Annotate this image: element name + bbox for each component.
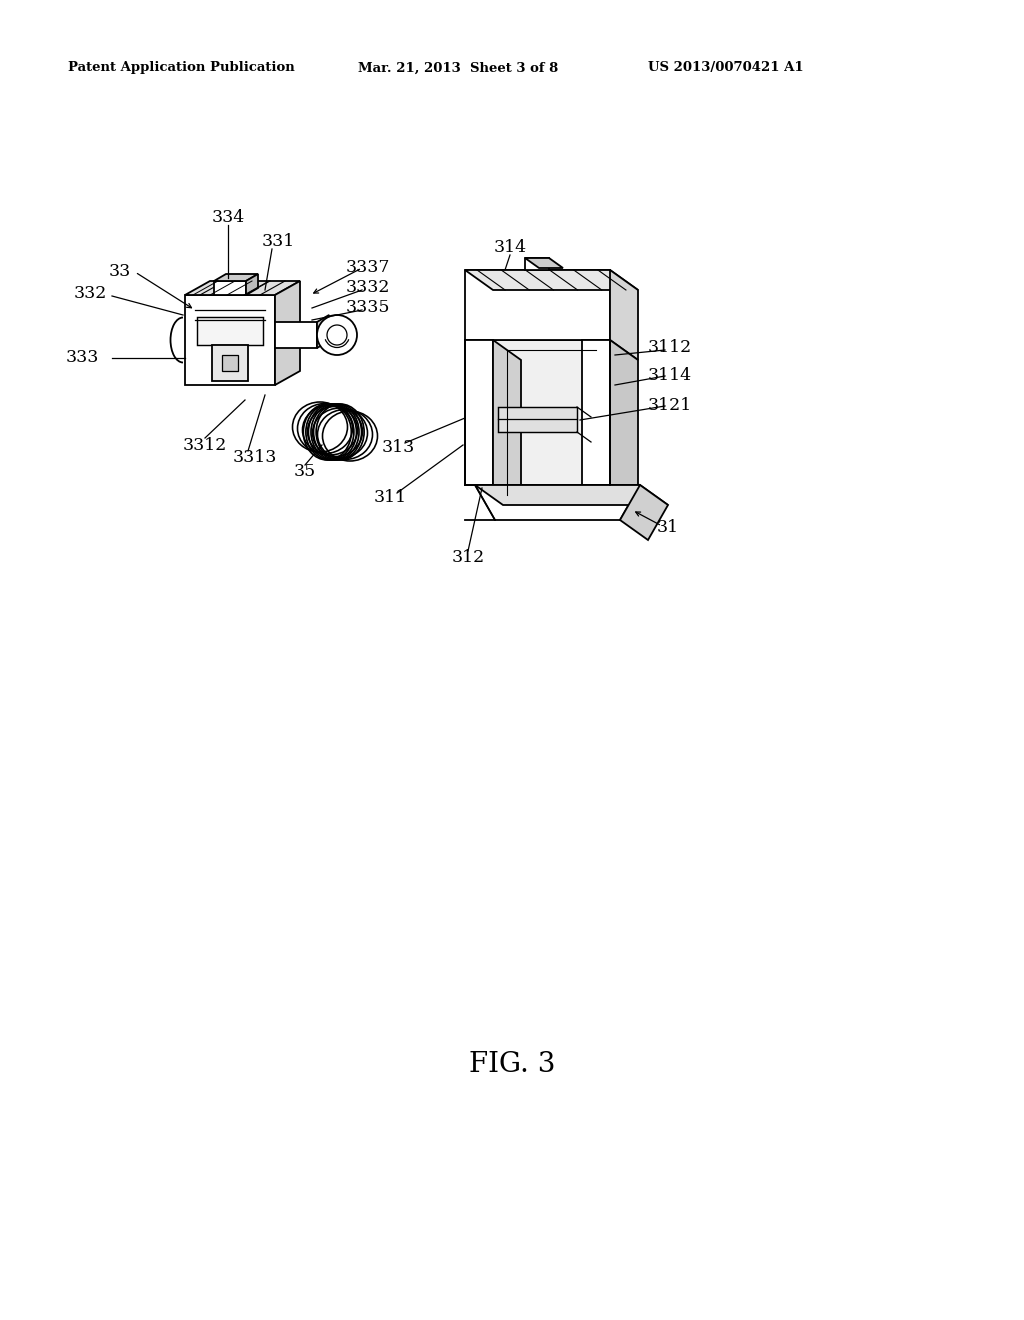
Text: 312: 312 bbox=[452, 549, 484, 566]
Text: 33: 33 bbox=[109, 264, 131, 281]
Polygon shape bbox=[222, 355, 238, 371]
Polygon shape bbox=[212, 345, 248, 381]
Text: 311: 311 bbox=[374, 490, 407, 507]
Text: 3332: 3332 bbox=[346, 280, 390, 297]
Polygon shape bbox=[493, 341, 582, 484]
Polygon shape bbox=[197, 317, 263, 345]
Polygon shape bbox=[185, 294, 275, 385]
Polygon shape bbox=[246, 275, 258, 294]
Text: 3337: 3337 bbox=[346, 260, 390, 276]
Text: US 2013/0070421 A1: US 2013/0070421 A1 bbox=[648, 62, 804, 74]
Text: 334: 334 bbox=[211, 210, 245, 227]
Polygon shape bbox=[465, 271, 638, 290]
Polygon shape bbox=[475, 484, 640, 520]
Text: 3112: 3112 bbox=[648, 339, 692, 356]
Polygon shape bbox=[475, 484, 668, 506]
Text: 3312: 3312 bbox=[183, 437, 227, 454]
Text: Patent Application Publication: Patent Application Publication bbox=[68, 62, 295, 74]
Polygon shape bbox=[214, 281, 246, 294]
Polygon shape bbox=[525, 257, 549, 271]
Text: 314: 314 bbox=[494, 239, 526, 256]
Text: 3335: 3335 bbox=[346, 300, 390, 317]
Text: 333: 333 bbox=[66, 350, 98, 367]
Polygon shape bbox=[185, 281, 300, 294]
Text: 3114: 3114 bbox=[648, 367, 692, 384]
Polygon shape bbox=[525, 257, 563, 268]
Polygon shape bbox=[275, 322, 317, 348]
Polygon shape bbox=[465, 341, 493, 484]
Text: Mar. 21, 2013  Sheet 3 of 8: Mar. 21, 2013 Sheet 3 of 8 bbox=[358, 62, 558, 74]
Polygon shape bbox=[610, 341, 638, 506]
Polygon shape bbox=[317, 315, 329, 348]
Text: 3121: 3121 bbox=[648, 396, 692, 413]
Text: 331: 331 bbox=[261, 234, 295, 251]
Circle shape bbox=[317, 315, 357, 355]
Text: 3313: 3313 bbox=[232, 450, 278, 466]
Text: FIG. 3: FIG. 3 bbox=[469, 1052, 555, 1078]
Polygon shape bbox=[620, 484, 668, 540]
Polygon shape bbox=[275, 281, 300, 385]
Text: 313: 313 bbox=[381, 440, 415, 457]
Polygon shape bbox=[214, 275, 258, 281]
Polygon shape bbox=[610, 271, 638, 360]
Polygon shape bbox=[582, 341, 610, 484]
Polygon shape bbox=[498, 407, 577, 432]
Polygon shape bbox=[493, 341, 521, 506]
Polygon shape bbox=[465, 271, 610, 341]
Text: 35: 35 bbox=[294, 463, 316, 480]
Text: 332: 332 bbox=[74, 285, 106, 301]
Text: 31: 31 bbox=[657, 520, 679, 536]
